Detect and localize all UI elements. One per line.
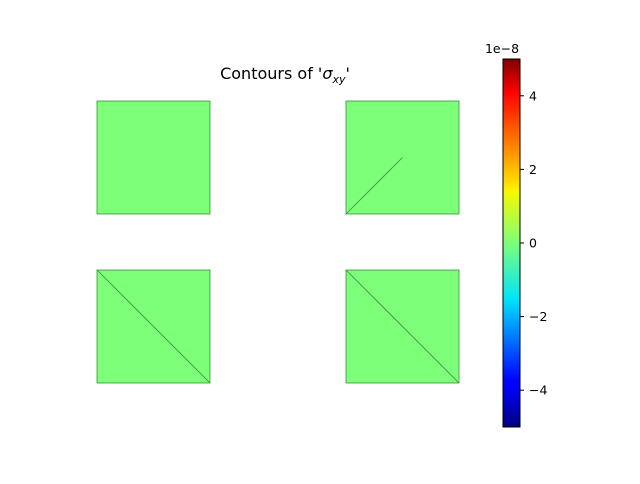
colorbar: 1e−8 4 2 0 −2 −4 <box>485 41 547 428</box>
colorbar-ticks: 4 2 0 −2 −4 <box>520 88 547 398</box>
chart-title: Contours of 'σxy' <box>220 64 350 86</box>
contour-panel-1 <box>96 100 211 215</box>
title-prefix: Contours of ' <box>220 64 322 83</box>
colorbar-tick-label: 0 <box>529 236 537 251</box>
title-subscript: xy <box>331 73 346 86</box>
panel-1-fill <box>96 100 211 215</box>
title-symbol: σ <box>322 64 333 83</box>
panel-2-mesh-edge <box>345 157 403 215</box>
colorbar-tick-label: −2 <box>529 309 547 324</box>
colorbar-offset-label: 1e−8 <box>485 41 519 56</box>
contour-panel-3 <box>96 269 211 384</box>
contour-panel-2 <box>345 100 460 215</box>
contour-panels <box>96 100 460 384</box>
colorbar-gradient <box>502 58 521 428</box>
title-suffix: ' <box>345 64 349 83</box>
contour-panel-4 <box>345 269 460 384</box>
colorbar-tick-label: 4 <box>529 88 537 103</box>
colorbar-tick-label: 2 <box>529 162 537 177</box>
panel-3-mesh-edge <box>96 269 211 384</box>
colorbar-tick-label: −4 <box>529 383 547 398</box>
panel-4-mesh-edge <box>345 269 460 384</box>
